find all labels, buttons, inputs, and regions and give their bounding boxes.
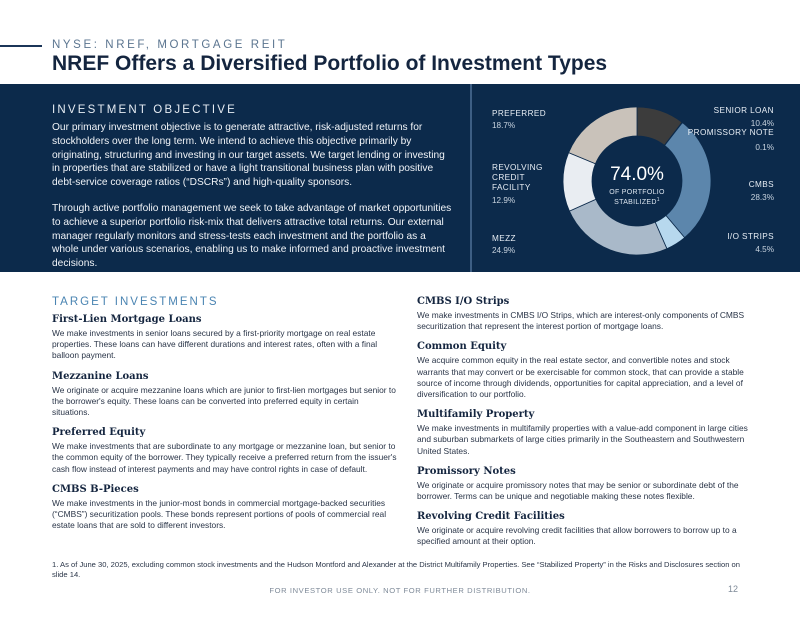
footnote: 1. As of June 30, 2025, excluding common… [52,560,740,579]
target-item-body: We originate or acquire mezzanine loans … [52,384,396,418]
target-item-title: Promissory Notes [417,465,516,477]
target-item-body: We make investments in CMBS I/O Strips, … [417,310,745,332]
donut-slice-cmbs [664,122,712,239]
target-item-multifamily: Multifamily Property We make investments… [417,409,757,457]
slice-label-promissory-note: PROMISSORY NOTE [687,128,774,137]
target-item-body: We make investments that are subordinate… [52,441,397,474]
target-item-body: We originate or acquire promissory notes… [417,479,739,502]
portfolio-donut-chart: 74.0% OF PORTFOLIO STABILIZED1 PREFERRED… [472,84,800,272]
target-investments-heading: TARGET INVESTMENTS [52,296,219,308]
target-investments-left-column: TARGET INVESTMENTS First-Lien Mortgage L… [52,296,397,540]
target-item-title: Preferred Equity [52,427,146,439]
donut-svg: 74.0% OF PORTFOLIO STABILIZED1 [562,106,712,256]
target-item-cmbs-io-strips: CMBS I/O Strips We make investments in C… [417,296,757,332]
target-item-title: Common Equity [417,341,507,353]
slice-value-promissory-note: 0.1% [755,143,774,152]
target-item-revolving-credit: Revolving Credit Facilities We originate… [417,511,757,547]
target-item-common-equity: Common Equity We acquire common equity i… [417,341,757,400]
slice-value-revolving: 12.9% [492,196,516,205]
objective-paragraph-2: Through active portfolio management we s… [52,202,452,270]
target-item-body: We acquire common equity in the real est… [417,355,744,400]
slice-value-cmbs: 28.3% [750,193,774,202]
slice-label-preferred: PREFERRED [492,109,547,118]
target-item-promissory-notes: Promissory Notes We originate or acquire… [417,466,757,502]
page-number: 12 [727,584,738,594]
donut-slice-mezz [568,198,668,256]
target-item-title: CMBS I/O Strips [417,296,510,307]
target-item-body: We make investments in multifamily prope… [417,423,748,456]
slice-label-mezz: MEZZ [492,234,516,243]
target-item-mezzanine: Mezzanine Loans We originate or acquire … [52,371,397,419]
target-item-body: We make investments in senior loans secu… [52,328,378,361]
slice-value-io-strips: 4.5% [755,245,774,254]
target-item-body: We make investments in the junior-most b… [52,497,387,531]
objective-panel: INVESTMENT OBJECTIVE Our primary investm… [52,104,452,271]
target-item-title: CMBS B-Pieces [52,483,139,495]
target-item-title: First-Lien Mortgage Loans [52,314,202,325]
target-item-title: Revolving Credit Facilities [417,511,565,523]
center-caption-line-2: STABILIZED1 [614,197,660,206]
target-item-title: Multifamily Property [417,409,535,421]
target-investments-right-column: CMBS I/O Strips We make investments in C… [417,296,757,557]
slice-label-cmbs: CMBS [748,180,774,189]
objective-band: INVESTMENT OBJECTIVE Our primary investm… [0,84,800,272]
band-divider [470,84,472,272]
page-title: NREF Offers a Diversified Portfolio of I… [52,52,608,75]
target-item-title: Mezzanine Loans [52,370,149,382]
target-item-preferred-equity: Preferred Equity We make investments tha… [52,427,397,475]
slice-label-senior-loan: SENIOR LOAN [713,106,774,115]
donut-slice-preferred [568,106,638,165]
target-item-cmbs-b-pieces: CMBS B-Pieces We make investments in the… [52,484,397,532]
distribution-notice: FOR INVESTOR USE ONLY. NOT FOR FURTHER D… [269,586,531,595]
header-accent-rule [0,45,42,47]
target-item-body: We originate or acquire revolving credit… [417,525,737,547]
target-item-first-lien: First-Lien Mortgage Loans We make invest… [52,314,397,362]
slice-value-mezz: 24.9% [492,246,516,255]
center-footnote-marker: 1 [657,197,660,203]
slice-label-revolving-2: CREDIT [492,173,525,182]
slice-label-revolving-3: FACILITY [492,183,531,192]
slice-label-io-strips: I/O STRIPS [727,232,774,241]
slice-value-preferred: 18.7% [492,121,516,130]
objective-paragraph-1: Our primary investment objective is to g… [52,122,445,189]
slice-value-senior-loan: 10.4% [750,119,774,128]
slice-label-revolving-1: REVOLVING [492,163,543,172]
center-value: 74.0% [610,164,664,185]
header-kicker: NYSE: NREF, MORTGAGE REIT [52,39,288,51]
objective-heading: INVESTMENT OBJECTIVE [52,104,238,116]
center-caption-line-1: OF PORTFOLIO [609,189,665,196]
